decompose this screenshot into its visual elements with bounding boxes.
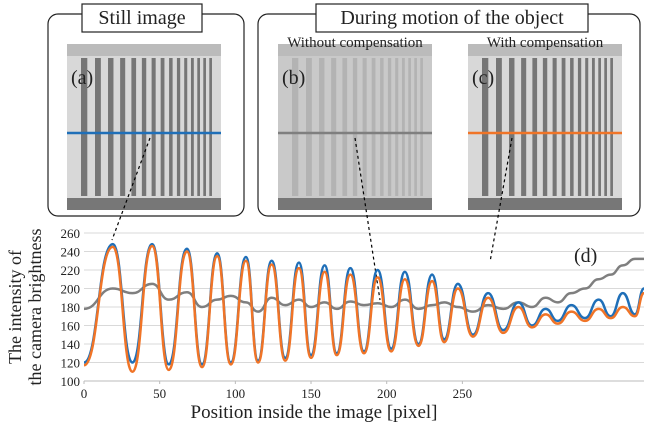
image-stripe <box>598 58 601 196</box>
y-tick-label: 180 <box>61 300 81 315</box>
image-label: (c) <box>472 67 494 89</box>
annotation: (d) <box>574 245 597 267</box>
image-stripe <box>585 58 588 196</box>
image-stripe <box>363 58 367 196</box>
x-tick-label: 250 <box>453 386 473 401</box>
image-stripe <box>414 58 417 196</box>
image-stripe <box>184 58 187 196</box>
y-tick-label: 100 <box>61 374 81 389</box>
image-stripe <box>562 58 566 196</box>
image-band <box>67 44 221 56</box>
image-stripe <box>120 58 125 196</box>
image-stripe <box>388 58 391 196</box>
x-tick-label: 150 <box>301 386 321 401</box>
y-axis-label: the camera brightness <box>25 229 45 386</box>
image-stripe <box>402 58 405 196</box>
image-stripe <box>342 58 347 196</box>
image-stripe <box>152 58 156 196</box>
image-stripe <box>108 58 113 196</box>
y-tick-label: 140 <box>61 337 81 352</box>
series-line <box>84 246 644 372</box>
image-stripe <box>521 58 526 196</box>
y-tick-label: 240 <box>61 245 81 260</box>
y-tick-label: 260 <box>61 226 81 241</box>
image-stripe <box>543 58 547 196</box>
image-stripe <box>395 58 398 196</box>
x-axis-label: Position inside the image [pixel] <box>191 402 438 423</box>
panel-title: Still image <box>98 7 185 29</box>
image-stripe <box>197 58 200 196</box>
image-stripe <box>509 58 514 196</box>
image-stripe <box>380 58 384 196</box>
image-stripe <box>191 58 194 196</box>
image-stripe <box>578 58 581 196</box>
image-stripe <box>95 58 101 196</box>
image-stripe <box>408 58 411 196</box>
y-axis-label: The intensity of <box>5 250 25 364</box>
image-stripe <box>420 58 423 196</box>
image-label: (a) <box>71 67 93 89</box>
image-stripe <box>553 58 557 196</box>
image-stripe <box>319 58 324 196</box>
image-stripe <box>203 58 206 196</box>
x-tick-label: 200 <box>377 386 397 401</box>
series-line <box>84 259 644 312</box>
image-stripe <box>142 58 146 196</box>
image-stripe <box>570 58 574 196</box>
image-stripe <box>177 58 180 196</box>
x-tick-label: 0 <box>81 386 88 401</box>
image-caption: Without compensation <box>287 35 423 51</box>
y-tick-label: 120 <box>61 356 81 371</box>
image-stripe <box>592 58 595 196</box>
y-tick-label: 220 <box>61 263 81 278</box>
panel-title: During motion of the object <box>340 7 564 29</box>
image-label: (b) <box>282 67 305 89</box>
image-band <box>67 198 221 210</box>
image-stripe <box>604 58 607 196</box>
image-stripe <box>353 58 357 196</box>
image-caption: With compensation <box>487 35 604 51</box>
image-stripe <box>306 58 312 196</box>
y-tick-label: 160 <box>61 319 81 334</box>
image-stripe <box>169 58 173 196</box>
x-tick-label: 100 <box>226 386 246 401</box>
image-band <box>468 198 622 210</box>
image-stripe <box>131 58 136 196</box>
image-stripe <box>331 58 336 196</box>
y-tick-label: 200 <box>61 282 81 297</box>
image-stripe <box>161 58 165 196</box>
image-stripe <box>209 58 212 196</box>
x-tick-label: 50 <box>153 386 166 401</box>
figure: Still image During motion of the object … <box>0 0 656 427</box>
image-stripe <box>496 58 502 196</box>
image-band <box>278 198 432 210</box>
image-stripe <box>372 58 376 196</box>
image-stripe <box>610 58 613 196</box>
image-stripe <box>532 58 537 196</box>
